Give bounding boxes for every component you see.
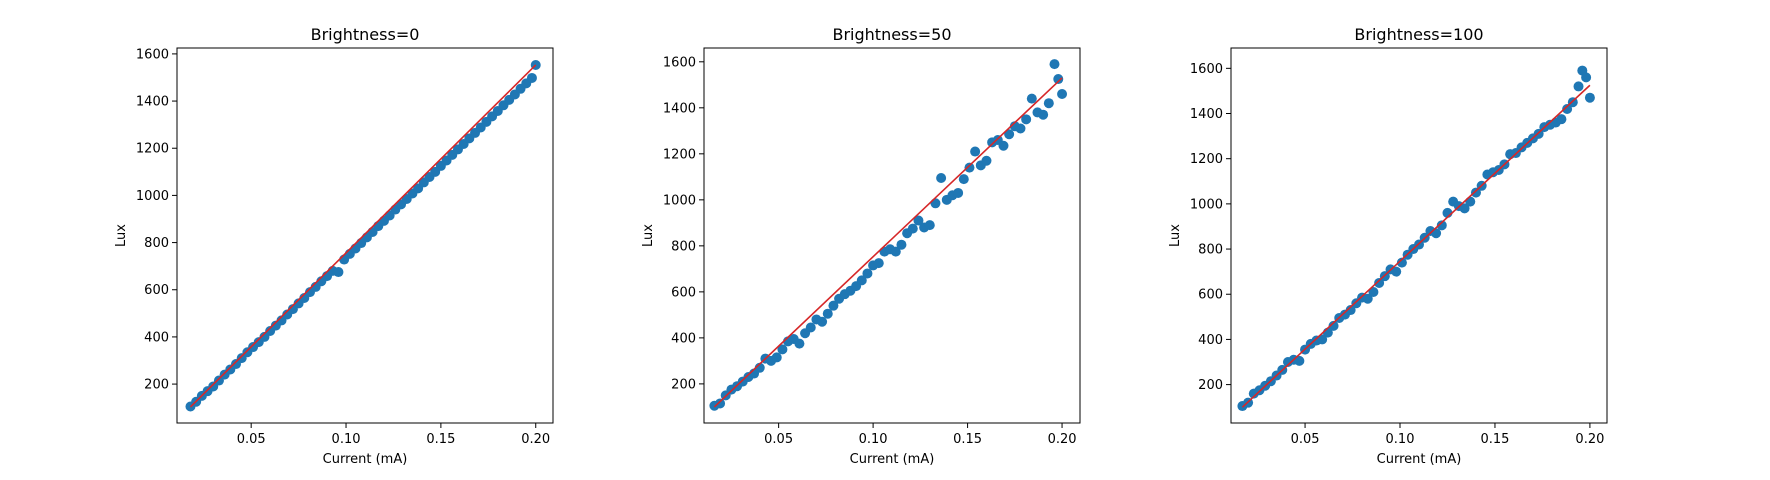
- data-point: [925, 220, 935, 230]
- y-tick-label: 200: [1198, 378, 1223, 393]
- data-point: [1574, 81, 1584, 91]
- y-tick-label: 400: [1198, 333, 1223, 348]
- data-point: [823, 309, 833, 319]
- data-point: [527, 73, 537, 83]
- y-axis-label: Lux: [1168, 224, 1183, 247]
- y-tick-label: 1400: [136, 95, 169, 110]
- y-tick-label: 600: [1198, 288, 1223, 303]
- y-axis-label: Lux: [114, 224, 129, 247]
- data-point: [1465, 197, 1475, 207]
- y-tick-label: 800: [671, 239, 696, 254]
- data-point: [953, 188, 963, 198]
- y-tick-label: 600: [671, 285, 696, 300]
- data-point: [817, 317, 827, 327]
- y-tick-label: 1600: [1190, 62, 1223, 77]
- chart-title: Brightness=50: [833, 25, 952, 44]
- data-point: [862, 268, 872, 278]
- data-point: [874, 258, 884, 268]
- data-point: [794, 339, 804, 349]
- y-axis-label: Lux: [641, 224, 656, 247]
- x-axis-label: Current (mA): [850, 452, 935, 467]
- x-tick-label: 0.10: [1386, 432, 1415, 447]
- chart-panel-2: 0.05 0.10 0.15 0.20 200 400 600 800 1000 1200 1400…: [641, 25, 1080, 467]
- chart-panel-1: 0.05 0.10 0.15 0.20 200 400 600 800 1000 1200 1400…: [114, 25, 553, 467]
- data-point: [1038, 110, 1048, 120]
- data-point: [1581, 72, 1591, 82]
- y-tick-label: 200: [144, 378, 169, 393]
- data-point: [908, 224, 918, 234]
- x-tick-label: 0.15: [1480, 432, 1509, 447]
- y-tick-label: 1600: [663, 55, 696, 70]
- y-tick-label: 1600: [136, 47, 169, 62]
- data-point: [930, 198, 940, 208]
- chart-title: Brightness=100: [1354, 25, 1483, 44]
- data-point: [1044, 98, 1054, 108]
- chart-title: Brightness=0: [311, 25, 420, 44]
- x-axis-label: Current (mA): [323, 452, 408, 467]
- x-tick-label: 0.10: [332, 432, 361, 447]
- x-tick-label: 0.20: [1048, 432, 1077, 447]
- x-tick-label: 0.10: [859, 432, 888, 447]
- y-tick-label: 1200: [136, 142, 169, 157]
- y-tick-label: 600: [144, 283, 169, 298]
- y-tick-label: 800: [144, 236, 169, 251]
- chart-panel-3: 0.05 0.10 0.15 0.20 200 400 600 800 1000 1200 1400…: [1168, 25, 1607, 467]
- y-tick-label: 400: [671, 331, 696, 346]
- y-tick-label: 1000: [1190, 197, 1223, 212]
- x-tick-label: 0.05: [237, 432, 266, 447]
- x-tick-label: 0.15: [953, 432, 982, 447]
- data-point: [936, 173, 946, 183]
- data-point: [964, 163, 974, 173]
- x-tick-label: 0.05: [1291, 432, 1320, 447]
- x-tick-label: 0.15: [426, 432, 455, 447]
- x-tick-label: 0.20: [521, 432, 550, 447]
- y-tick-label: 200: [671, 377, 696, 392]
- data-point: [1585, 93, 1595, 103]
- y-tick-label: 1000: [663, 193, 696, 208]
- x-axis-label: Current (mA): [1377, 452, 1462, 467]
- y-tick-label: 1200: [663, 147, 696, 162]
- data-point: [1049, 59, 1059, 69]
- y-tick-label: 800: [1198, 243, 1223, 258]
- x-tick-label: 0.20: [1575, 432, 1604, 447]
- data-point: [970, 147, 980, 157]
- x-tick-label: 0.05: [764, 432, 793, 447]
- data-point: [1057, 89, 1067, 99]
- data-point: [806, 323, 816, 333]
- y-tick-label: 1400: [1190, 107, 1223, 122]
- data-point: [1015, 124, 1025, 134]
- data-point: [981, 156, 991, 166]
- data-point: [333, 267, 343, 277]
- data-point: [715, 398, 725, 408]
- y-tick-label: 1000: [136, 189, 169, 204]
- data-point: [772, 352, 782, 362]
- y-tick-label: 1200: [1190, 152, 1223, 167]
- y-tick-label: 1400: [663, 101, 696, 116]
- data-point: [959, 174, 969, 184]
- data-point: [896, 240, 906, 250]
- y-tick-label: 400: [144, 330, 169, 345]
- data-point: [998, 141, 1008, 151]
